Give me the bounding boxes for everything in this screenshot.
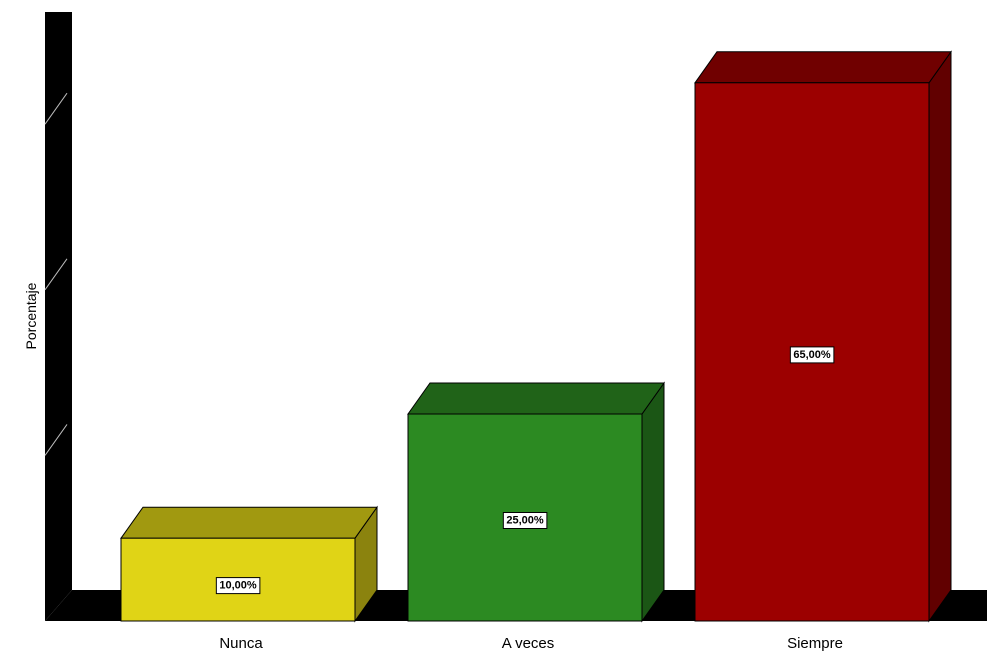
x-tick-label: A veces	[502, 635, 555, 652]
data-label-box	[789, 346, 835, 364]
y-axis-label: Porcentaje	[23, 282, 39, 349]
x-tick-label: Nunca	[219, 635, 263, 652]
data-label-box	[502, 512, 548, 529]
data-label-text: 10,00%	[219, 580, 257, 592]
wall-tick	[44, 258, 68, 291]
bar-a-veces	[407, 381, 665, 623]
wall-tick	[44, 92, 68, 125]
wall-ticks	[44, 92, 68, 456]
data-label: 25,00%	[502, 512, 548, 529]
data-label-box	[215, 577, 261, 595]
bar-side	[928, 50, 952, 623]
data-label-text: 25,00%	[506, 515, 544, 527]
x-tick-label: Siempre	[787, 635, 843, 652]
x-tick-labels: Nunca A veces Siempre	[219, 635, 843, 652]
left-wall	[45, 12, 72, 621]
bar-siempre	[694, 50, 952, 623]
bar-top	[407, 382, 665, 415]
data-label: 65,00%	[789, 346, 835, 364]
bars	[120, 50, 952, 623]
wall-tick	[44, 424, 68, 456]
bar-top	[120, 506, 378, 539]
data-label: 10,00%	[215, 577, 261, 595]
data-labels: 10,00% 25,00% 65,00%	[215, 346, 835, 595]
bar-top	[694, 51, 952, 84]
data-label-text: 65,00%	[793, 349, 831, 361]
bar-side	[641, 381, 665, 623]
bar-nunca	[120, 505, 378, 623]
